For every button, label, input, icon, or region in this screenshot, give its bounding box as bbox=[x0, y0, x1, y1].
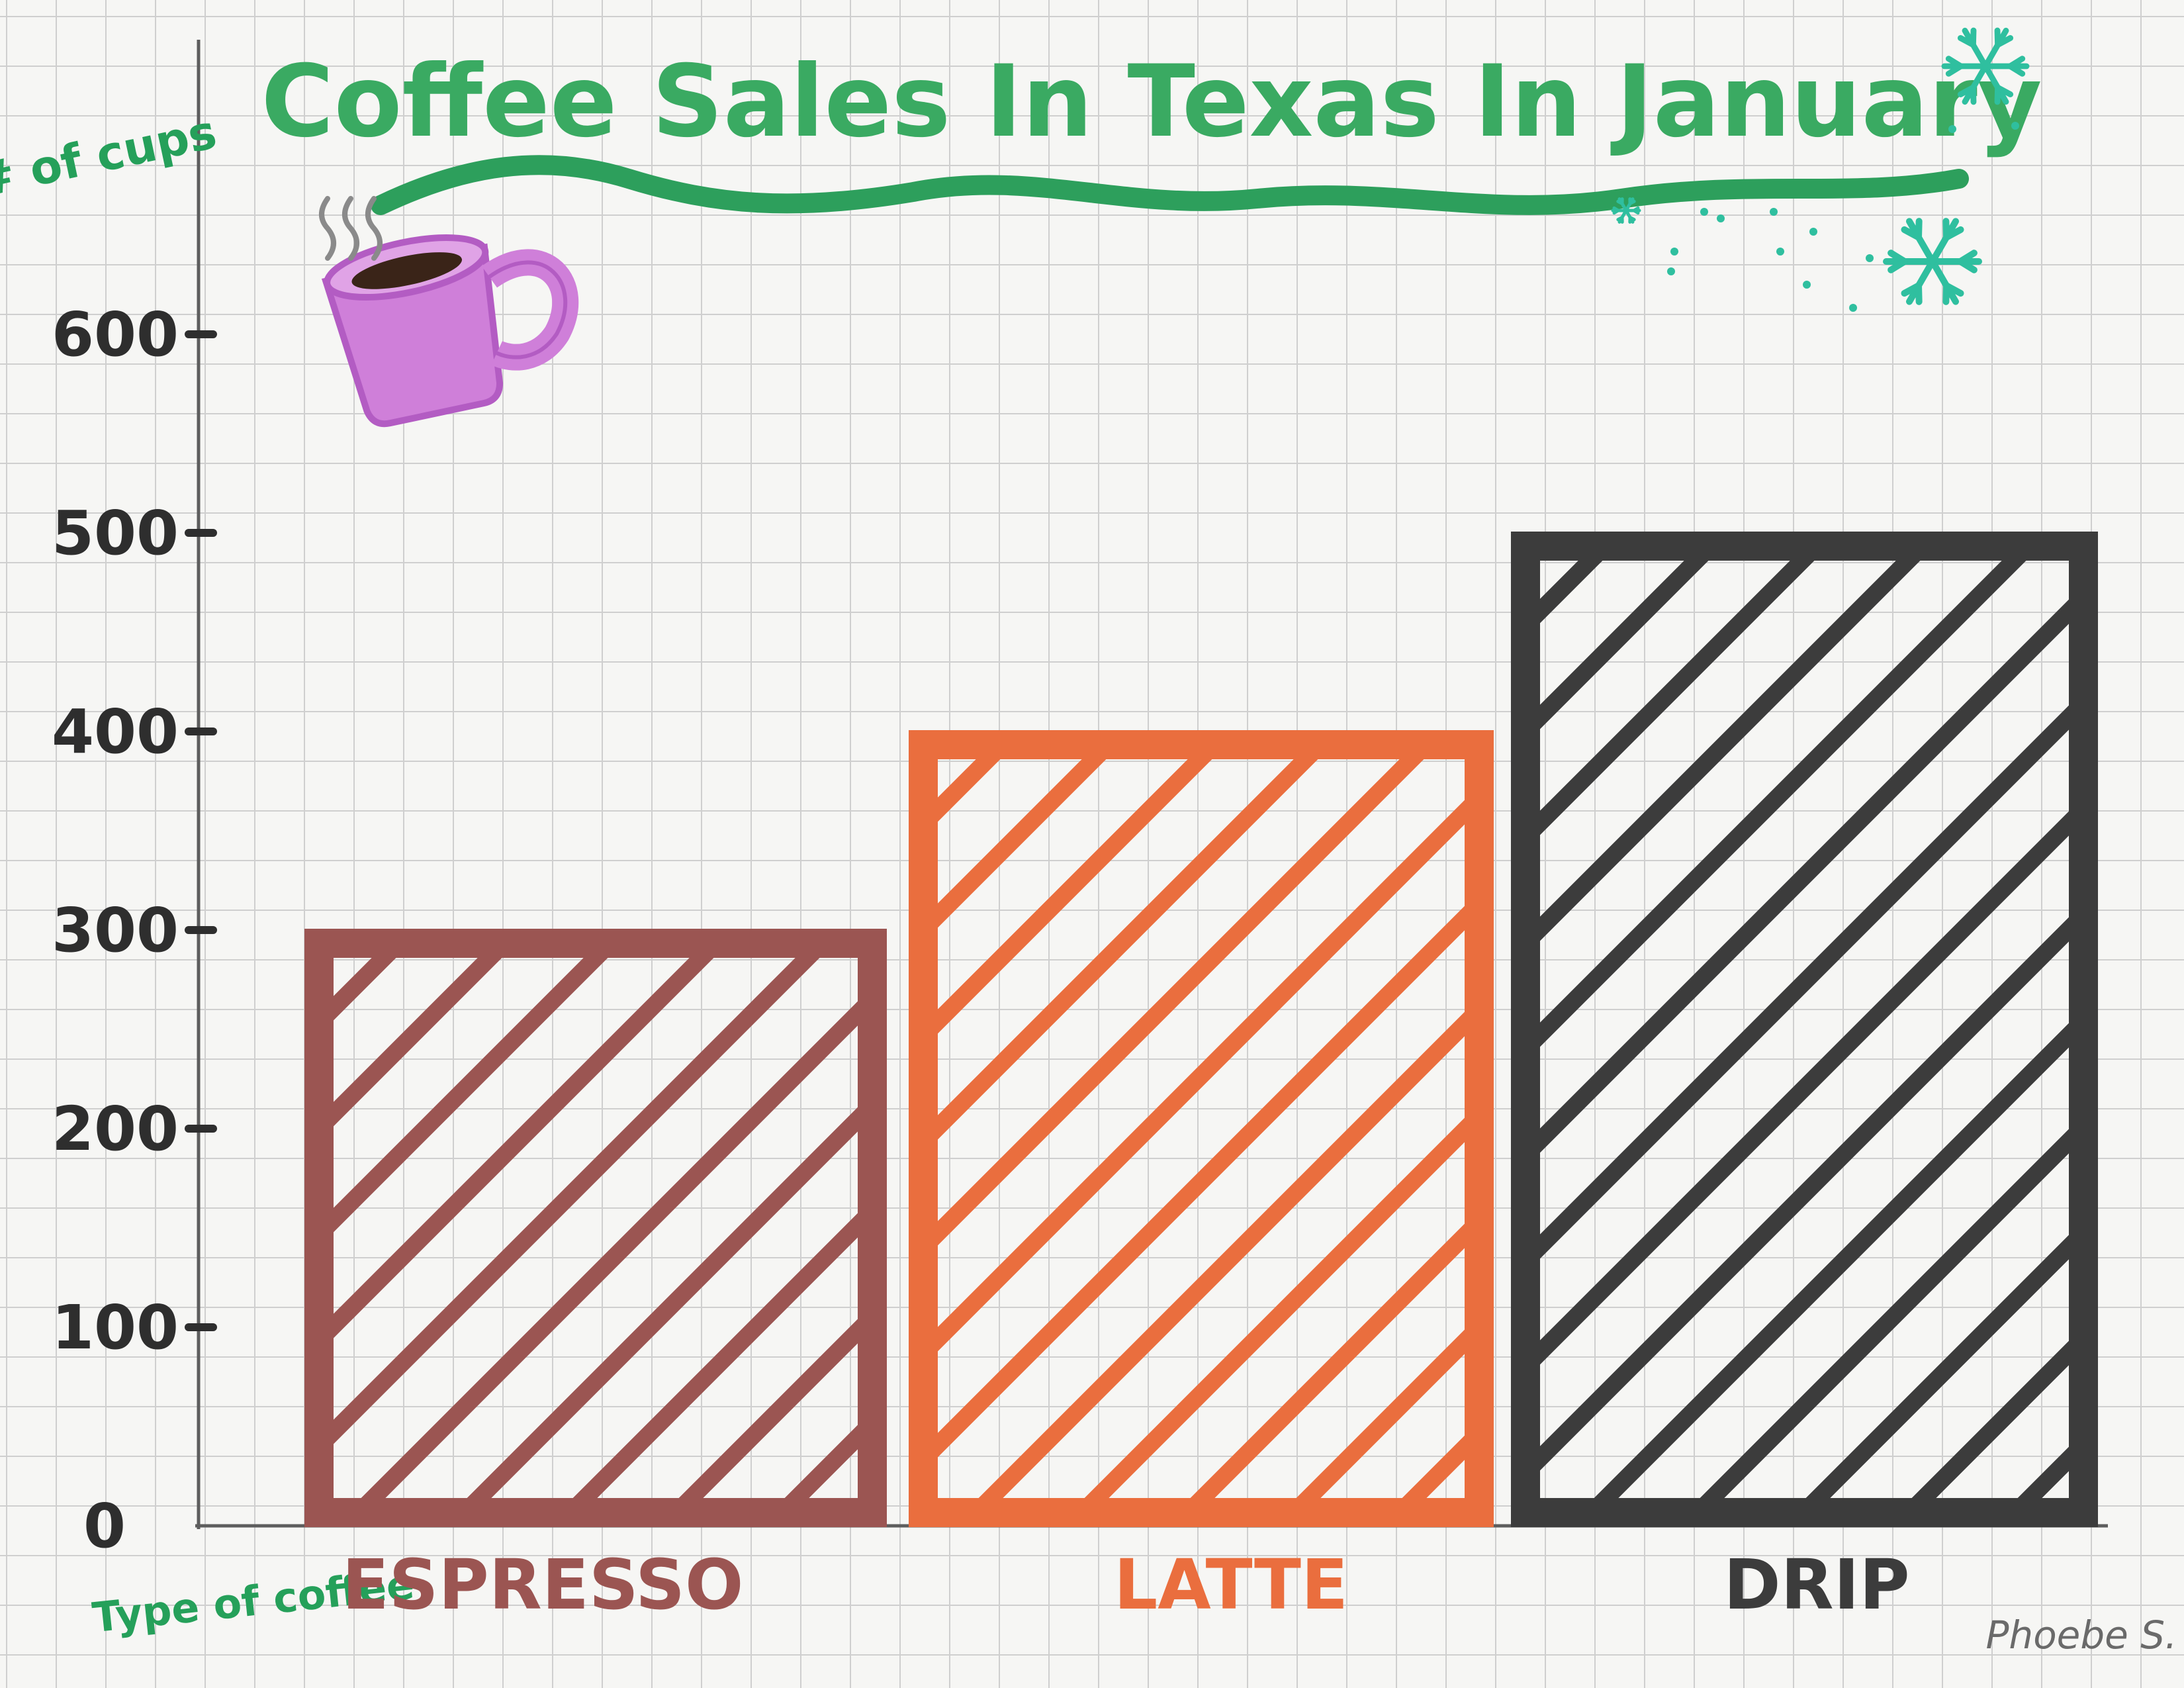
x-category-label: DRIP bbox=[1723, 1544, 1909, 1625]
snow-dot bbox=[1948, 125, 1956, 133]
snow-dot bbox=[1809, 228, 1817, 236]
bar-outline bbox=[909, 730, 1494, 1527]
y-axis-label: # of cups bbox=[0, 105, 221, 209]
bar-drip bbox=[1511, 532, 2098, 1527]
bar-outline bbox=[304, 929, 887, 1527]
y-tick-label: 600 bbox=[52, 299, 179, 370]
steam-icon bbox=[319, 196, 383, 261]
x-category-label: ESPRESSO bbox=[342, 1544, 744, 1625]
snow-dot bbox=[1849, 304, 1857, 312]
chart-title: Coffee Sales In Texas In January bbox=[261, 44, 2042, 160]
y-tick-label: 200 bbox=[52, 1094, 179, 1164]
y-tick-label: 100 bbox=[52, 1292, 179, 1363]
snow-dot bbox=[2011, 122, 2019, 130]
y-tick-label: 400 bbox=[52, 696, 179, 767]
y-axis-ticks: 0 100 200 300 400 500 600 bbox=[52, 299, 217, 1562]
bar-espresso bbox=[304, 929, 887, 1527]
snowflake-icon bbox=[1611, 197, 1641, 224]
snow-dot bbox=[1700, 208, 1708, 216]
snow-dot bbox=[1776, 248, 1784, 256]
snowflake-decorations bbox=[1611, 27, 2030, 312]
x-axis-categories: ESPRESSO LATTE DRIP bbox=[342, 1544, 1910, 1625]
y-tick-label: 0 bbox=[83, 1491, 126, 1562]
snow-dot bbox=[1717, 214, 1725, 222]
snow-dot bbox=[1770, 208, 1778, 216]
bars bbox=[304, 532, 2098, 1527]
title-underline bbox=[371, 155, 1969, 215]
y-tick-label: 300 bbox=[52, 895, 179, 966]
snowflake-icon bbox=[1941, 27, 2030, 105]
x-category-label: LATTE bbox=[1114, 1544, 1348, 1625]
snow-dot bbox=[1667, 267, 1675, 275]
bar-latte bbox=[909, 730, 1494, 1527]
coffee-mug-icon bbox=[321, 234, 579, 428]
snow-dot bbox=[1670, 248, 1678, 256]
snowflake-icon bbox=[1883, 218, 1982, 305]
bar-outline bbox=[1511, 532, 2098, 1527]
signature: Phoebe S. bbox=[1985, 1613, 2177, 1658]
snow-dot bbox=[1803, 281, 1811, 289]
y-tick-label: 500 bbox=[52, 498, 179, 569]
snow-dot bbox=[1866, 254, 1874, 262]
